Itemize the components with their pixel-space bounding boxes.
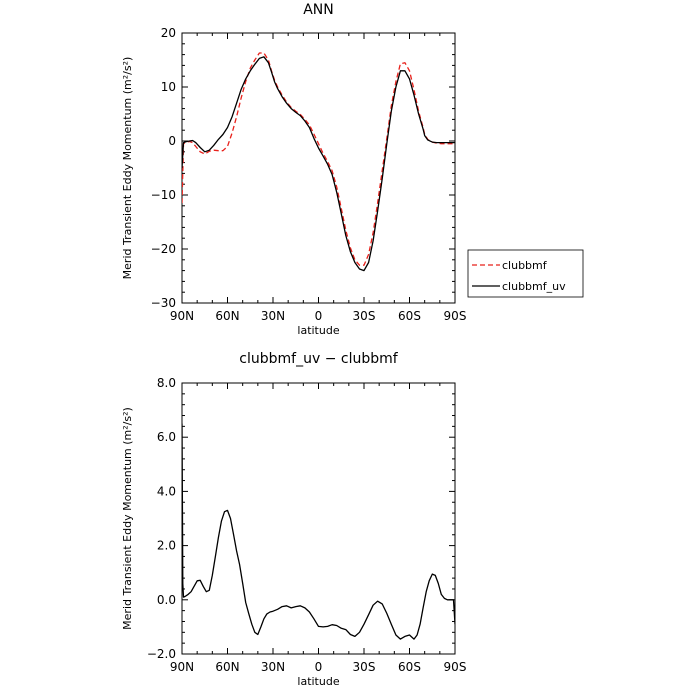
y-tick-label: −2.0 <box>147 647 176 661</box>
x-tick-label: 30S <box>353 660 376 674</box>
x-tick-label: 90S <box>444 660 467 674</box>
legend-label: clubbmf_uv <box>502 280 566 293</box>
legend: clubbmf clubbmf_uv <box>467 249 584 298</box>
x-tick-label: 60S <box>398 309 421 323</box>
x-tick-label: 60S <box>398 660 421 674</box>
bottom-panel: 90N 60N 30N 0 30S 60S 90S −2.0 0.0 2.0 4.0 6.0 8.0 cl… <box>121 351 466 688</box>
chart-title: ANN <box>303 2 334 18</box>
y-axis-label: Merid Transient Eddy Momentum (m²/s²) <box>121 407 134 630</box>
y-tick-label: −30 <box>151 296 176 310</box>
x-tick-label: 30N <box>261 309 285 323</box>
y-tick-label: 8.0 <box>157 376 176 390</box>
x-tick-label: 90N <box>170 660 194 674</box>
x-axis-label: latitude <box>297 324 339 337</box>
y-tick-label: 0.0 <box>157 593 176 607</box>
legend-label: clubbmf <box>502 259 548 272</box>
x-tick-label: 0 <box>315 660 323 674</box>
y-tick-label: −10 <box>151 188 176 202</box>
series-line-series-0 <box>182 423 455 640</box>
x-tick-label: 30N <box>261 660 285 674</box>
top-panel: 90N 60N 30N 0 30S 60S 90S −30 −20 −10 0 10 20 ANN lati… <box>121 2 584 337</box>
x-tick-label: 60N <box>215 309 239 323</box>
chart-title: clubbmf_uv − clubbmf <box>239 351 398 367</box>
y-tick-label: −20 <box>151 242 176 256</box>
x-tick-label: 90S <box>444 309 467 323</box>
y-tick-label: 6.0 <box>157 430 176 444</box>
x-tick-label: 90N <box>170 309 194 323</box>
series-line-clubbmf_uv <box>182 56 455 272</box>
x-tick-label: 60N <box>215 660 239 674</box>
x-axis-label: latitude <box>297 675 339 688</box>
legend-box <box>467 249 584 298</box>
y-tick-label: 0 <box>168 134 176 148</box>
x-tick-label: 0 <box>315 309 323 323</box>
y-tick-label: 20 <box>161 26 176 40</box>
y-tick-label: 2.0 <box>157 539 176 553</box>
y-axis-label: Merid Transient Eddy Momentum (m²/s²) <box>121 57 134 280</box>
x-tick-label: 30S <box>353 309 376 323</box>
plot-frame <box>181 32 456 304</box>
y-tick-label: 4.0 <box>157 484 176 498</box>
series-line-clubbmf <box>182 52 455 266</box>
y-tick-label: 10 <box>161 80 176 94</box>
